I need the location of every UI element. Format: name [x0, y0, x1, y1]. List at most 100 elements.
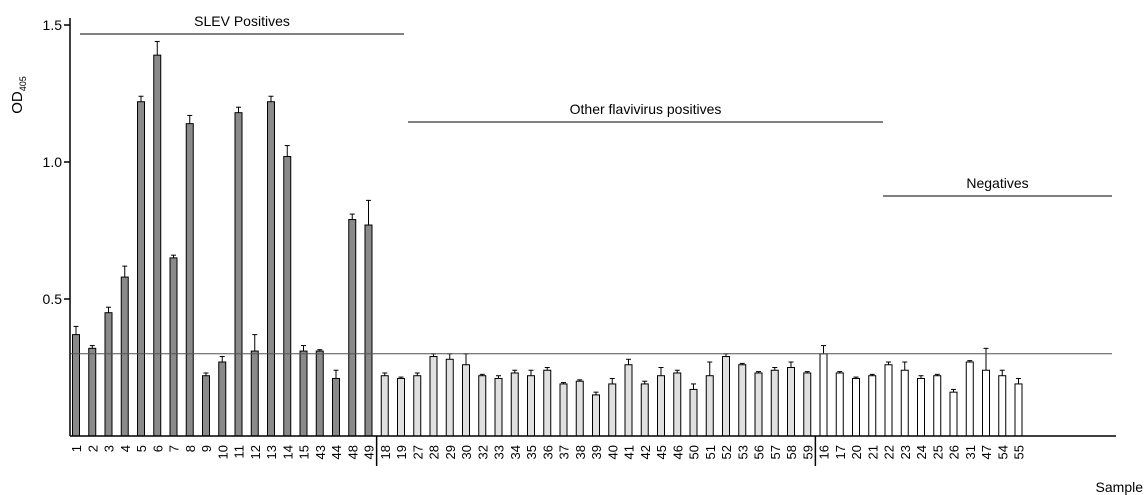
x-tick-label: 37 — [557, 445, 572, 459]
x-tick-label: 40 — [605, 445, 620, 459]
group-label: Negatives — [966, 175, 1028, 191]
x-tick-label: 3 — [102, 445, 117, 452]
y-axis-label-subscript: 405 — [18, 76, 28, 91]
y-tick-label: 0.5 — [43, 291, 63, 307]
bar — [640, 383, 649, 437]
bar — [770, 369, 779, 437]
bar — [494, 377, 503, 437]
bar — [137, 101, 145, 437]
x-tick-label: 46 — [670, 445, 685, 459]
bar — [819, 353, 828, 437]
bar — [705, 375, 714, 437]
x-tick-label: 49 — [362, 445, 377, 459]
x-tick-label: 35 — [524, 445, 539, 459]
bar — [510, 372, 519, 437]
bar — [267, 101, 275, 437]
x-tick-label: 7 — [167, 445, 182, 452]
x-tick-label: 28 — [427, 445, 442, 459]
x-tick-label: 47 — [979, 445, 994, 459]
bar — [250, 350, 259, 437]
x-tick-label: 58 — [784, 445, 799, 459]
bar — [592, 394, 600, 437]
x-tick-label: 27 — [410, 445, 425, 459]
bar — [787, 367, 795, 437]
bar — [738, 364, 747, 437]
bar — [413, 375, 422, 437]
x-tick-label: 18 — [378, 445, 393, 459]
x-tick-label: 51 — [703, 445, 718, 459]
bar — [852, 377, 860, 437]
bar — [104, 312, 113, 437]
bar — [153, 54, 162, 437]
x-tick-label: 45 — [654, 445, 669, 459]
bar — [462, 364, 470, 437]
y-axis-label-main: OD — [9, 91, 26, 114]
x-tick-label: 32 — [475, 445, 490, 459]
bar — [429, 356, 438, 437]
x-tick-label: 33 — [492, 445, 507, 459]
x-tick-label: 31 — [963, 445, 978, 459]
bar — [689, 388, 698, 437]
bar — [315, 350, 324, 437]
x-tick-label: 13 — [264, 445, 279, 459]
bar — [673, 372, 682, 437]
x-tick-label: 55 — [1012, 445, 1027, 459]
bar — [722, 356, 730, 437]
group-label: Other flavivirus positives — [570, 101, 722, 117]
x-tick-label: 29 — [443, 445, 458, 459]
bar — [88, 347, 97, 437]
bar — [380, 375, 389, 437]
x-tick-label: 15 — [297, 445, 312, 459]
x-tick-label: 52 — [719, 445, 734, 459]
x-tick-label: 48 — [345, 445, 360, 459]
x-tick-label: 25 — [930, 445, 945, 459]
x-tick-label: 42 — [638, 445, 653, 459]
bar — [575, 380, 584, 437]
bar — [982, 369, 990, 437]
x-tick-label: 11 — [232, 445, 247, 459]
x-tick-label: 36 — [540, 445, 555, 459]
x-tick-label: 8 — [183, 445, 198, 452]
bar — [998, 375, 1007, 437]
bar — [348, 219, 357, 437]
x-tick-label: 22 — [882, 445, 897, 459]
x-tick-label: 59 — [800, 445, 815, 459]
x-tick-label: 57 — [768, 445, 783, 459]
bar — [185, 123, 194, 437]
y-tick-label: 1.5 — [43, 17, 63, 33]
bar — [657, 375, 665, 437]
x-tick-label: 38 — [573, 445, 588, 459]
x-tick-label: 20 — [849, 445, 864, 459]
bar — [120, 276, 129, 437]
y-ticks: 0.5 1.0 1.5 — [43, 17, 70, 307]
x-tick-label: 50 — [687, 445, 702, 459]
x-tick-label: 24 — [914, 445, 929, 459]
bar — [1014, 383, 1023, 437]
x-tick-label: 2 — [85, 445, 100, 452]
x-tick-label: 41 — [622, 445, 637, 459]
x-tick-label: 16 — [817, 445, 832, 459]
bar — [169, 257, 178, 437]
x-tick-label: 23 — [898, 445, 913, 459]
group-labels: SLEV Positives Other flavivirus positives… — [80, 13, 1112, 466]
bar — [624, 364, 633, 437]
x-tick-label: 54 — [995, 445, 1010, 459]
bar — [527, 375, 535, 437]
x-tick-label: 1 — [69, 445, 84, 452]
x-tick-label: 53 — [735, 445, 750, 459]
x-tick-label: 26 — [947, 445, 962, 459]
bar — [478, 375, 487, 437]
x-tick-label: 12 — [248, 445, 263, 459]
bar — [900, 369, 909, 437]
bar — [332, 377, 340, 437]
y-axis-label: OD405 — [9, 76, 28, 114]
bar — [754, 372, 763, 437]
x-tick-label: 6 — [150, 445, 165, 452]
x-tick-label: 9 — [199, 445, 214, 452]
bar — [868, 375, 877, 437]
bar — [559, 383, 568, 437]
x-tick-label: 21 — [865, 445, 880, 459]
y-tick-label: 1.0 — [43, 154, 63, 170]
bar — [283, 156, 292, 437]
bar — [72, 334, 80, 437]
